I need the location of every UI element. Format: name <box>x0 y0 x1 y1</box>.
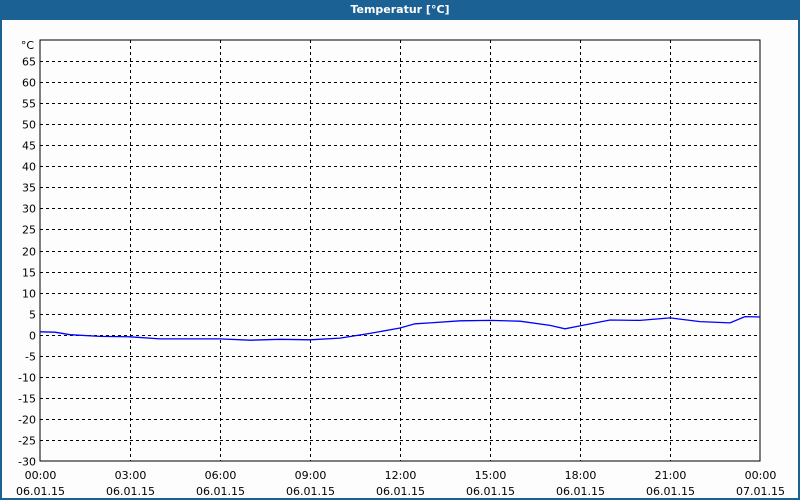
x-tick-time: 00:00 <box>25 469 57 482</box>
x-tick-time: 09:00 <box>295 469 327 482</box>
y-tick-label: 10 <box>22 288 36 301</box>
x-tick-time: 21:00 <box>655 469 687 482</box>
y-tick-label: 25 <box>22 224 36 237</box>
x-tick-date: 06.01.15 <box>646 485 695 498</box>
y-tick-label: 45 <box>22 140 36 153</box>
y-tick-label: -5 <box>25 351 36 364</box>
y-tick-label: 40 <box>22 161 36 174</box>
x-tick-date: 06.01.15 <box>556 485 605 498</box>
plot-frame <box>39 39 761 462</box>
chart-title: Temperatur [°C] <box>0 0 800 20</box>
x-tick-date: 06.01.15 <box>16 485 65 498</box>
x-tick-date: 06.01.15 <box>376 485 425 498</box>
y-tick-label: 60 <box>22 77 36 90</box>
y-tick-label: 35 <box>22 182 36 195</box>
temperature-line <box>39 315 761 341</box>
x-tick-time: 18:00 <box>565 469 597 482</box>
y-tick-label: 15 <box>22 267 36 280</box>
x-tick-time: 06:00 <box>205 469 237 482</box>
y-tick-label: 30 <box>22 203 36 216</box>
y-tick-label: 20 <box>22 246 36 259</box>
x-tick-time: 15:00 <box>475 469 507 482</box>
y-unit-label: °C <box>21 39 35 52</box>
y-tick-label: 50 <box>22 119 36 132</box>
y-tick-label: -15 <box>18 393 36 406</box>
y-tick-label: 55 <box>22 98 36 111</box>
x-tick-time: 00:00 <box>745 469 777 482</box>
x-tick-date: 06.01.15 <box>286 485 335 498</box>
x-tick-time: 12:00 <box>385 469 417 482</box>
x-tick-date: 06.01.15 <box>466 485 515 498</box>
y-tick-label: -25 <box>18 435 36 448</box>
x-tick-time: 03:00 <box>115 469 147 482</box>
y-tick-label: -30 <box>18 456 36 469</box>
y-tick-label: -10 <box>18 372 36 385</box>
y-tick-label: 5 <box>29 309 36 322</box>
y-tick-label: 65 <box>22 56 36 69</box>
x-tick-date: 06.01.15 <box>106 485 155 498</box>
y-tick-label: -20 <box>18 414 36 427</box>
y-tick-label: 0 <box>29 330 36 343</box>
x-tick-date: 06.01.15 <box>196 485 245 498</box>
x-tick-date: 07.01.15 <box>736 485 785 498</box>
